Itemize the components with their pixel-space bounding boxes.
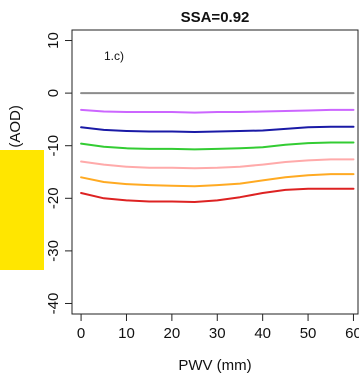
x-tick-label: 40 xyxy=(254,325,271,342)
x-axis-label: PWV (mm) xyxy=(178,357,251,374)
plot-frame xyxy=(71,29,359,315)
x-tick-label: 50 xyxy=(300,325,317,342)
series-line-4 xyxy=(80,141,355,151)
series-line-7 xyxy=(80,187,355,203)
panel-label: 1.c) xyxy=(104,49,124,63)
y-tick-label: -20 xyxy=(45,187,62,209)
series-line-3 xyxy=(80,125,355,133)
x-tick-label: 20 xyxy=(164,325,181,342)
x-tick-label: 0 xyxy=(77,325,85,342)
series-line-5 xyxy=(80,158,355,170)
yellow-highlight xyxy=(0,150,44,270)
series-line-6 xyxy=(80,173,355,188)
y-tick-label: -10 xyxy=(45,135,62,157)
series-line-2 xyxy=(80,108,355,114)
chart-title: SSA=0.92 xyxy=(181,9,250,26)
y-tick-label: 10 xyxy=(45,32,62,49)
x-tick-label: 60 xyxy=(345,325,359,342)
x-tick-label: 30 xyxy=(209,325,226,342)
y-tick-label: -40 xyxy=(45,293,62,315)
y-tick-label: 0 xyxy=(45,89,62,97)
y-tick-label: -30 xyxy=(45,240,62,262)
x-tick-label: 10 xyxy=(118,325,135,342)
